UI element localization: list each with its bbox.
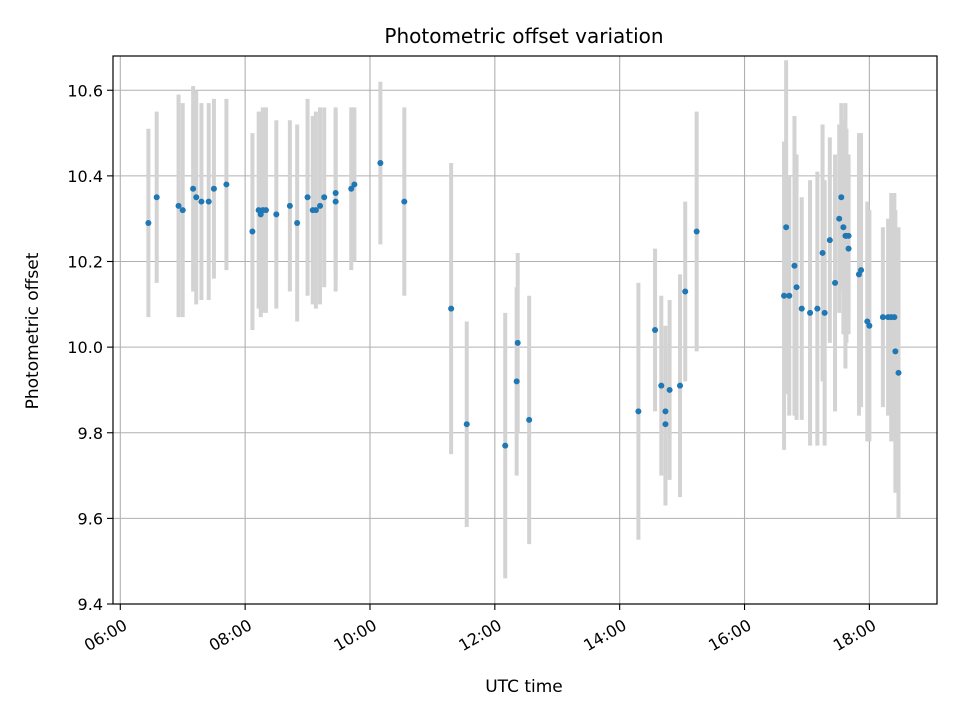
data-point [205,198,212,205]
data-point [826,237,833,244]
data-points [145,160,902,449]
data-point [348,185,355,192]
y-axis-label: Photometric offset [23,252,43,409]
data-point [807,309,814,316]
data-point [798,305,805,312]
data-point [791,262,798,269]
data-point [866,322,873,329]
data-point [783,224,790,231]
data-point [895,369,902,376]
data-point [286,202,293,209]
data-point [377,160,384,167]
data-point [273,211,280,218]
y-tick-label: 9.8 [78,424,103,443]
data-point [145,219,152,226]
data-point [304,194,311,201]
data-point [351,181,358,188]
data-point [262,207,269,214]
data-point [858,267,865,274]
y-tick-label: 10.6 [67,81,103,100]
data-point [198,198,205,205]
y-tick-label: 10.2 [67,253,103,272]
x-axis-ticks: 06:00 08:00 10:00 12:00 14:00 16:00 18:00 [81,604,879,655]
x-tick-label: 18:00 [830,615,879,655]
data-point [502,442,509,449]
data-point [190,185,197,192]
x-tick-label: 10:00 [331,615,380,655]
data-point [321,194,328,201]
errorbars [146,60,901,579]
data-point [514,339,521,346]
data-point [840,224,847,231]
data-point [193,194,200,201]
x-tick-label: 12:00 [455,615,504,655]
y-tick-label: 10.0 [67,338,103,357]
data-point [781,292,788,299]
data-point [662,408,669,415]
data-point [786,292,793,299]
x-tick-label: 14:00 [580,615,629,655]
data-point [179,207,186,214]
data-point [526,416,533,423]
data-point [845,245,852,252]
data-point [682,288,689,295]
data-point [312,207,319,214]
data-point [821,309,828,316]
y-tick-label: 9.4 [78,595,103,614]
data-point [513,378,520,385]
data-point [210,185,217,192]
data-point [448,305,455,312]
grid-lines [113,56,937,605]
data-point [814,305,821,312]
data-point [879,314,886,321]
data-point [666,386,673,393]
data-point [838,194,845,201]
data-point [401,198,408,205]
data-point [332,190,339,196]
data-point [891,314,898,321]
data-point [635,408,642,415]
data-point [294,219,301,226]
data-point [832,279,839,286]
x-axis-label: UTC time [485,677,563,697]
y-axis-ticks: 9.4 9.6 9.8 10.0 10.2 10.4 10.6 [67,81,113,614]
data-point [662,421,669,428]
data-point [175,202,182,209]
data-point [249,228,256,235]
data-point [223,181,230,188]
data-point [658,382,665,389]
y-tick-label: 9.6 [78,509,103,528]
data-point [793,284,800,291]
data-point [332,198,339,205]
x-tick-label: 16:00 [705,615,754,655]
data-point [153,194,160,201]
plot-frame [112,55,938,605]
data-point [463,421,470,428]
y-tick-label: 10.4 [67,167,103,186]
data-point [652,327,659,333]
x-tick-label: 06:00 [81,615,130,655]
chart-title: Photometric offset variation [384,24,663,48]
data-point [836,215,843,222]
data-point [819,249,826,256]
data-point [693,228,700,235]
data-point [317,202,324,209]
x-tick-label: 08:00 [206,615,255,655]
data-point [845,232,852,239]
data-point [892,348,899,355]
data-point [677,382,684,389]
